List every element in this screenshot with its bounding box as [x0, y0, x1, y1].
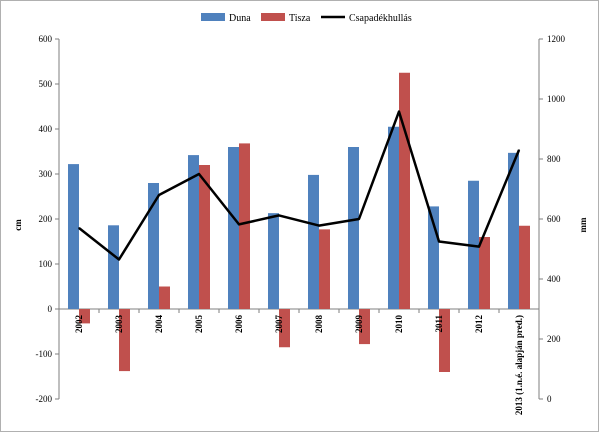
right-tick-label: 0 — [547, 394, 552, 404]
left-tick-label: 100 — [39, 259, 53, 269]
bar-tisza-2011 — [439, 309, 450, 372]
x-tick-label: 2005 — [194, 315, 204, 334]
bar-duna-2011 — [428, 206, 439, 309]
x-tick-label: 2002 — [74, 315, 84, 334]
x-tick-label: 2004 — [154, 315, 164, 334]
bar-tisza-2006 — [239, 143, 250, 309]
x-tick-label: 2009 — [354, 315, 364, 334]
bar-tisza-2005 — [199, 165, 210, 309]
left-tick-label: 0 — [48, 304, 53, 314]
bar-tisza-2012 — [479, 237, 490, 309]
legend-label-tisza: Tisza — [289, 13, 311, 24]
bar-duna-2004 — [148, 183, 159, 309]
right-tick-label: 1000 — [547, 94, 566, 104]
legend: Duna Tisza Csapadékhullás — [201, 13, 412, 24]
rainfall-line-path — [78, 110, 521, 261]
left-tick-label: 200 — [39, 214, 53, 224]
bar-tisza-2008 — [319, 229, 330, 309]
right-tick-label: 1200 — [547, 34, 566, 44]
bar-duna-2008 — [308, 174, 319, 309]
right-tick-label: 600 — [547, 214, 561, 224]
left-tick-label: 300 — [39, 169, 53, 179]
rainfall-point-2009 — [358, 218, 360, 220]
right-axis-title: mm — [578, 217, 588, 232]
left-axis-title: cm — [13, 219, 23, 231]
bar-duna-2010 — [388, 126, 399, 309]
rainfall-point-2005 — [198, 173, 200, 175]
bar-tisza-2003 — [119, 309, 130, 372]
rainfall-point-2006 — [238, 223, 240, 226]
x-tick-labels: 2002 2003 2004 2005 2006 2007 2008 2009 2010 2011… — [74, 315, 524, 416]
x-tick-label: 2007 — [274, 315, 284, 334]
left-tick-label: -100 — [36, 349, 53, 359]
rainfall-point-2002 — [78, 227, 80, 229]
bar-tisza-2010 — [399, 72, 410, 309]
axes: -200 -100 0 100 200 300 400 500 600 0 200 400 600 800… — [36, 34, 566, 404]
bar-duna-2007 — [268, 213, 279, 309]
rainfall-point-2008 — [318, 224, 320, 227]
bar-duna-2005 — [188, 155, 199, 309]
legend-label-csapadek: Csapadékhullás — [349, 13, 412, 24]
bar-duna-2013 — [508, 152, 519, 309]
x-tick-label: 2010 — [394, 315, 404, 334]
bar-tisza-2002 — [79, 309, 90, 324]
left-tick-label: 600 — [39, 34, 53, 44]
rainfall-point-2007 — [278, 214, 280, 217]
rainfall-point-2010 — [398, 110, 400, 113]
x-tick-label: 2012 — [474, 315, 484, 334]
legend-swatch-tisza — [261, 13, 285, 21]
legend-label-duna: Duna — [229, 13, 251, 24]
bar-tisza-2009 — [359, 309, 370, 345]
right-tick-label: 800 — [547, 154, 561, 164]
bar-tisza-2007 — [279, 309, 290, 348]
x-tick-label: 2006 — [234, 315, 244, 334]
rainfall-point-2013 — [518, 149, 520, 151]
x-tick-label: 2008 — [314, 315, 324, 334]
bars — [68, 72, 530, 372]
x-tick-label: 2011 — [434, 315, 444, 333]
right-tick-label: 200 — [547, 334, 561, 344]
rainfall-point-2011 — [438, 240, 440, 243]
bar-tisza-2004 — [159, 286, 170, 309]
bar-duna-2003 — [108, 225, 119, 309]
bar-duna-2009 — [348, 147, 359, 309]
legend-swatch-duna — [201, 13, 225, 21]
bar-duna-2006 — [228, 147, 239, 309]
rainfall-point-2003 — [118, 258, 120, 261]
left-tick-label: -200 — [36, 394, 53, 404]
x-tick-label: 2013 (1.n.é. alapján pred.) — [514, 315, 524, 415]
left-tick-label: 500 — [39, 79, 53, 89]
bar-duna-2002 — [68, 164, 79, 309]
right-tick-label: 400 — [547, 274, 561, 284]
bar-tisza-2013 — [519, 225, 530, 309]
left-tick-label: 400 — [39, 124, 53, 134]
x-tick-label: 2003 — [114, 315, 124, 334]
rainfall-line — [78, 110, 521, 261]
rainfall-point-2004 — [158, 194, 160, 196]
rainfall-point-2012 — [478, 245, 480, 248]
